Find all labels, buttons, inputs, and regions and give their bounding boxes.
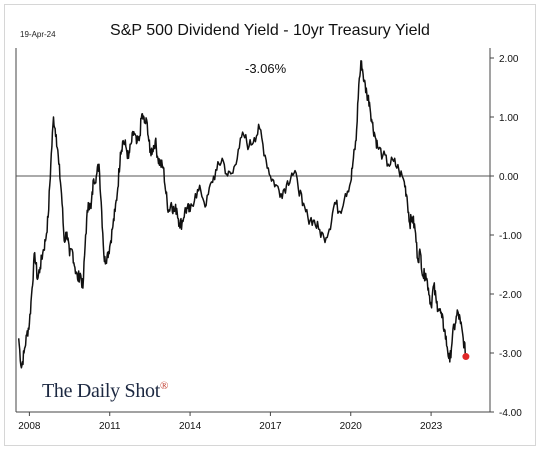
x-tick-label: 2020: [340, 421, 363, 432]
chart-title: S&P 500 Dividend Yield - 10yr Treasury Y…: [110, 22, 430, 39]
chart-date: 19-Apr-24: [20, 30, 56, 39]
y-tick-label: 2.00: [499, 54, 519, 65]
chart-axes: 2.00 1.00 0.00 -1.00 -2.00 -3.00 -4.00 2008 2011…: [15, 48, 522, 432]
x-tick-label: 2011: [99, 421, 121, 432]
y-tick-label: -3.00: [499, 349, 522, 360]
chart-frame: [4, 4, 536, 446]
latest-value-annotation: -3.06%: [245, 61, 287, 76]
last-value-point: [462, 353, 470, 361]
chart-marks: [17, 60, 470, 369]
logo-mark: ®: [160, 380, 169, 392]
x-tick-label: 2017: [259, 421, 282, 432]
x-tick-label: 2008: [18, 421, 41, 432]
logo-text: The Daily Shot: [42, 380, 161, 402]
series-line: [17, 60, 467, 369]
x-tick-label: 2014: [179, 421, 202, 432]
y-tick-label: 1.00: [499, 113, 519, 124]
y-tick-label: -2.00: [499, 290, 522, 301]
y-tick-label: 0.00: [499, 172, 519, 183]
y-tick-label: -1.00: [499, 231, 522, 242]
x-tick-label: 2023: [420, 421, 443, 432]
daily-shot-logo: The Daily Shot®: [42, 380, 168, 403]
y-tick-label: -4.00: [499, 408, 522, 419]
